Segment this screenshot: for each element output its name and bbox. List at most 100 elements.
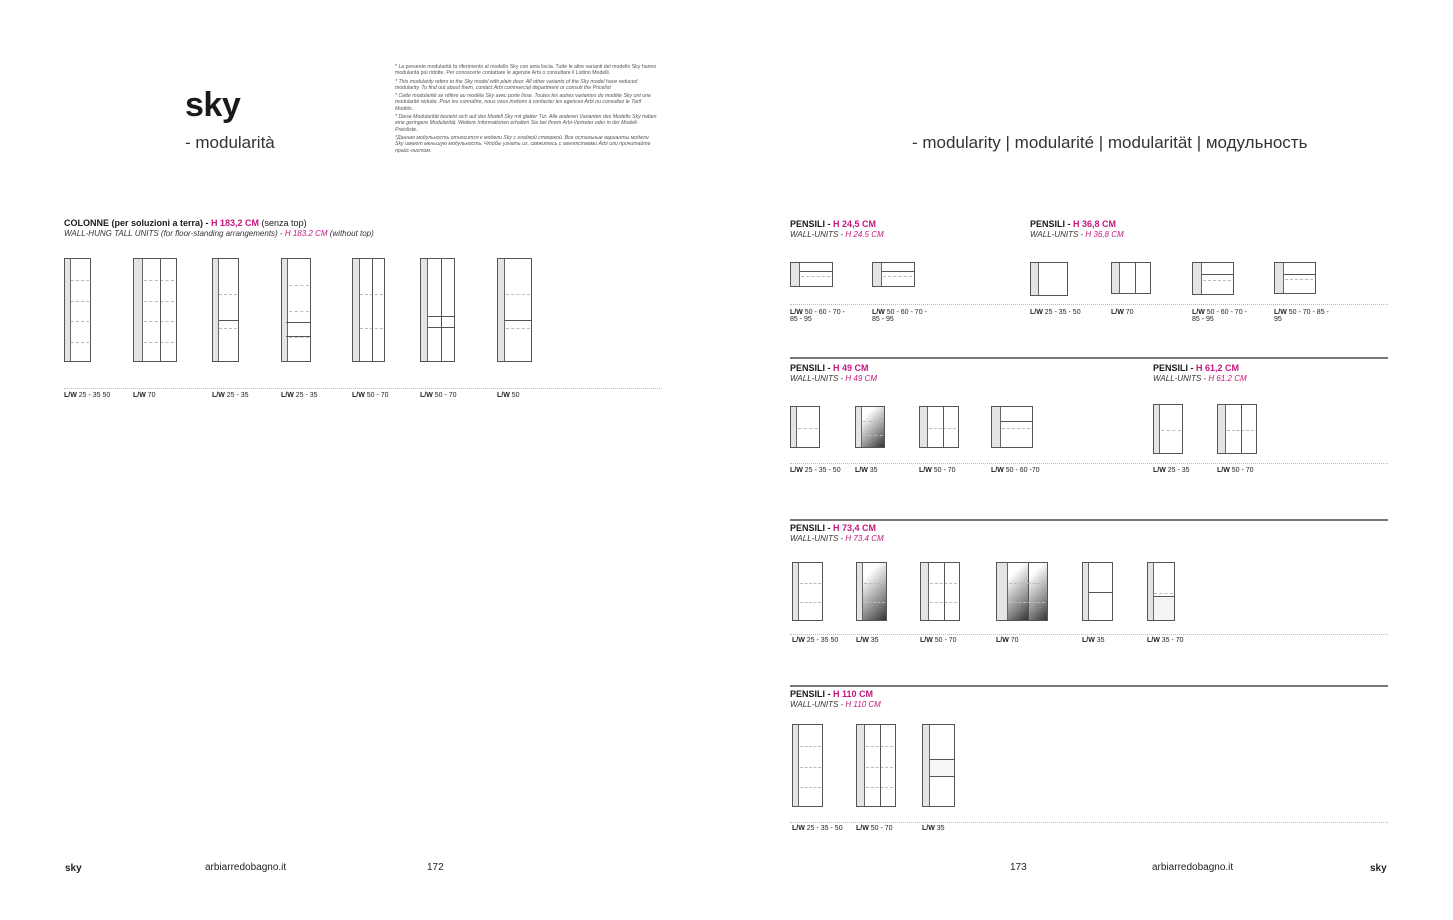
cabinet-drawing bbox=[991, 406, 1033, 448]
size-prefix: L/W bbox=[64, 392, 77, 399]
shelf-line bbox=[144, 321, 175, 322]
cabinet-side-panel bbox=[856, 407, 863, 447]
size-values: 50 - 70 bbox=[934, 637, 957, 644]
shelf-line bbox=[71, 321, 89, 322]
section-subtitle-note: (without top) bbox=[327, 229, 374, 238]
open-niche bbox=[1153, 596, 1174, 620]
size-label: L/W 35 bbox=[922, 825, 982, 832]
door-divider bbox=[944, 563, 946, 620]
mirror-panel bbox=[863, 563, 886, 620]
size-label: L/W 35 - 70 bbox=[1147, 637, 1207, 644]
size-label: L/W 50 - 70 - 85 - 95 bbox=[1274, 309, 1334, 323]
dotted-separator bbox=[790, 304, 1388, 305]
shelf-line bbox=[1154, 593, 1173, 594]
size-label: L/W 50 - 70 bbox=[920, 637, 980, 644]
shelf-line bbox=[288, 285, 309, 286]
cabinet-drawing bbox=[1030, 262, 1068, 296]
size-label: L/W 50 - 60 - 70 - 85 - 95 bbox=[790, 309, 850, 323]
cabinet-side-panel bbox=[857, 725, 866, 806]
section-title: PENSILI - H 49 CM bbox=[790, 363, 869, 373]
section-title-text: PENSILI - bbox=[790, 363, 834, 373]
cabinet-drawing bbox=[64, 258, 91, 362]
cabinet-side-panel bbox=[213, 259, 219, 361]
cabinet-drawing bbox=[996, 562, 1048, 621]
shelf-line bbox=[360, 294, 383, 295]
size-values: 35 bbox=[869, 467, 878, 474]
note-ru: *Данная модульность относится к модели S… bbox=[395, 134, 651, 154]
section-height: H 49 CM bbox=[833, 363, 869, 373]
size-values: 50 - 60 -70 bbox=[1005, 467, 1040, 474]
size-values: 25 - 35 - 50 bbox=[804, 467, 841, 474]
shelf-line bbox=[219, 294, 237, 295]
size-values: 50 - 70 bbox=[870, 825, 893, 832]
cabinet-side-panel bbox=[873, 263, 883, 286]
size-prefix: L/W bbox=[281, 392, 294, 399]
footer-website-left[interactable]: arbiarredobagno.it bbox=[205, 862, 287, 873]
size-prefix: L/W bbox=[856, 637, 869, 644]
shelf-line bbox=[866, 746, 894, 747]
shelf-line bbox=[1227, 430, 1255, 431]
size-label: L/W 50 - 70 bbox=[919, 467, 979, 474]
shelf-line bbox=[1284, 279, 1314, 280]
cabinet-side-panel bbox=[498, 259, 506, 361]
size-values: 35 bbox=[1096, 637, 1105, 644]
size-prefix: L/W bbox=[352, 392, 365, 399]
flap-line bbox=[1000, 421, 1032, 422]
size-prefix: L/W bbox=[133, 392, 146, 399]
section-subtitle: WALL-HUNG TALL UNITS (for floor-standing… bbox=[64, 229, 374, 238]
modularity-notes: * La presente modularità fa riferimento … bbox=[395, 64, 657, 156]
footer-brand-left: sky bbox=[65, 863, 82, 874]
section-subtitle: WALL-UNITS - H 110 CM bbox=[790, 700, 881, 709]
size-prefix: L/W bbox=[1082, 637, 1095, 644]
size-prefix: L/W bbox=[1192, 309, 1205, 316]
cabinet-drawing bbox=[790, 262, 833, 287]
size-label: L/W 50 - 70 bbox=[352, 392, 412, 399]
size-values: 50 bbox=[511, 392, 520, 399]
section-divider bbox=[790, 519, 1388, 521]
section-title-text: PENSILI - bbox=[790, 689, 834, 699]
cabinet-side-panel bbox=[1218, 405, 1227, 453]
shelf-line bbox=[799, 602, 821, 603]
size-values: 25 - 35 bbox=[226, 392, 249, 399]
size-prefix: L/W bbox=[922, 825, 935, 832]
size-label: L/W 50 - 60 - 70 - 85 - 95 bbox=[872, 309, 932, 323]
footer-brand-right: sky bbox=[1370, 863, 1387, 874]
dotted-separator bbox=[790, 634, 1388, 635]
shelf-line bbox=[144, 301, 175, 302]
size-values: 35 - 70 bbox=[1161, 637, 1184, 644]
cabinet-drawing bbox=[133, 258, 177, 362]
cabinet-drawing bbox=[352, 258, 385, 362]
section-subtitle-height: H 73.4 CM bbox=[845, 534, 884, 543]
shelf-line bbox=[882, 276, 913, 277]
section-subtitle-text: WALL-UNITS - bbox=[790, 534, 846, 543]
cabinet-side-panel bbox=[134, 259, 144, 361]
cabinet-drawing bbox=[922, 724, 955, 807]
flap-line bbox=[882, 271, 914, 273]
cabinet-side-panel bbox=[791, 263, 801, 286]
door-divider bbox=[1027, 563, 1029, 620]
size-prefix: L/W bbox=[1274, 309, 1287, 316]
mirror-panel bbox=[1008, 563, 1028, 620]
shelf-line bbox=[1001, 428, 1031, 429]
size-values: 50 - 70 bbox=[366, 392, 389, 399]
footer-website-right[interactable]: arbiarredobagno.it bbox=[1152, 862, 1234, 873]
size-values: 70 bbox=[1010, 637, 1019, 644]
mirror-panel bbox=[1027, 563, 1047, 620]
section-height: H 24,5 CM bbox=[833, 219, 877, 229]
size-label: L/W 25 - 35 - 50 bbox=[792, 825, 852, 832]
size-label: L/W 25 - 35 - 50 bbox=[790, 467, 850, 474]
section-title-text: PENSILI - bbox=[790, 523, 834, 533]
size-prefix: L/W bbox=[856, 825, 869, 832]
cabinet-side-panel bbox=[1112, 263, 1121, 293]
size-prefix: L/W bbox=[872, 309, 885, 316]
size-prefix: L/W bbox=[991, 467, 1004, 474]
cabinet-drawing bbox=[920, 562, 960, 621]
section-height: H 73,4 CM bbox=[833, 523, 877, 533]
section-subtitle-height: H 36,8 CM bbox=[1085, 230, 1124, 239]
size-label: L/W 70 bbox=[1111, 309, 1171, 316]
cabinet-side-panel bbox=[920, 407, 929, 447]
size-values: 25 - 35 bbox=[295, 392, 318, 399]
size-values: 35 bbox=[936, 825, 945, 832]
door-split-line bbox=[1089, 591, 1112, 593]
section-subtitle-height: H 61.2 CM bbox=[1208, 374, 1247, 383]
